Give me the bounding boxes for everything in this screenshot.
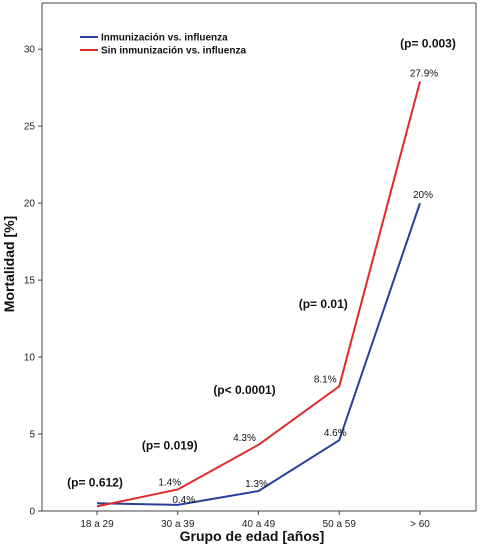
x-tick-label: 50 a 59 [323,519,357,530]
p-value-label: (p= 0.01) [299,297,348,311]
data-label: 1.3% [245,479,268,490]
data-label: 0.4% [172,495,195,506]
data-label: 27.9% [410,69,438,80]
p-value-label: (p= 0.612) [67,475,123,489]
data-label: 20% [413,190,433,201]
x-axis-title: Grupo de edad [años] [180,528,325,544]
data-labels: 0.4% 1.3% 4.6% 20% 1.4% 4.3% 8.1% 27.9% [158,69,438,506]
x-tick-label: > 60 [410,519,430,530]
x-tick-label: 30 a 39 [161,519,195,530]
y-tick-label: 0 [29,507,35,518]
series-line-sin-inmunizacion [96,81,421,508]
y-axis-ticks: 0 5 10 15 20 25 30 [24,45,42,518]
series-line-inmunizacion [96,202,421,506]
legend-label: Inmunización vs. influenza [101,33,228,44]
series-lines [96,81,421,508]
x-tick-label: 40 a 49 [242,519,276,530]
axes [41,2,477,512]
y-tick-label: 25 [24,122,36,133]
p-value-label: (p< 0.0001) [213,383,275,397]
y-tick-label: 10 [24,353,36,364]
data-label: 4.6% [324,428,347,439]
y-tick-label: 15 [24,276,36,287]
p-value-label: (p= 0.003) [400,37,456,51]
legend-label: Sin inmunización vs. influenza [101,46,246,57]
data-label: 4.3% [233,433,256,444]
y-tick-label: 30 [24,45,36,56]
y-axis-title: Mortalidad [%] [1,216,17,312]
y-tick-label: 20 [24,199,36,210]
x-tick-label: 18 a 29 [80,519,114,530]
p-value-label: (p= 0.019) [142,438,198,452]
y-tick-label: 5 [29,430,35,441]
x-axis-ticks: 18 a 29 30 a 39 40 a 49 50 a 59 > 60 [80,511,430,530]
legend: Inmunización vs. influenza Sin inmunizaci… [80,33,246,57]
data-label: 8.1% [314,374,337,385]
p-value-annotations: (p= 0.612) (p= 0.019) (p< 0.0001) (p= 0.01)… [67,37,456,490]
data-label: 1.4% [158,477,181,488]
